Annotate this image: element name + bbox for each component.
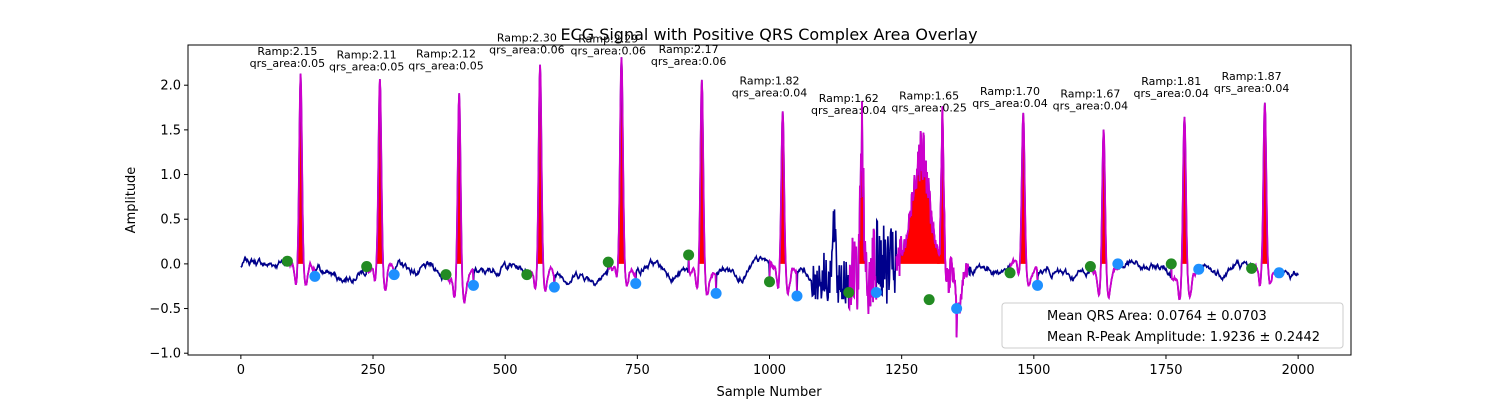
qrs-area-label-12: qrs_area:0.04 <box>1134 87 1209 100</box>
qrs-segment-10 <box>1009 112 1039 287</box>
r-amplitude-label-2: Ramp:2.11 <box>337 48 397 61</box>
qrs-segment-12 <box>1170 116 1200 301</box>
s-point-7 <box>791 290 803 302</box>
q-point-8 <box>843 286 855 298</box>
qrs-area-label-6: qrs_area:0.06 <box>651 55 726 68</box>
r-amplitude-label-7: Ramp:1.82 <box>739 74 799 87</box>
x-tick-label: 1750 <box>1149 363 1182 378</box>
r-amplitude-label-5: Ramp:2.29 <box>578 32 638 45</box>
q-point-2 <box>361 261 373 273</box>
qrs-area-fill-noisy <box>899 131 940 264</box>
s-point-9 <box>951 303 963 315</box>
x-tick-label: 1500 <box>1017 363 1050 378</box>
x-tick-label: 750 <box>625 363 650 378</box>
x-axis: 0 250 500 750 1000 1250 1500 1750 2000 <box>237 355 1315 378</box>
q-point-12 <box>1165 258 1177 270</box>
r-amplitude-label-12: Ramp:1.81 <box>1141 75 1201 88</box>
s-point-1 <box>309 270 321 282</box>
r-amplitude-label-1: Ramp:2.15 <box>257 45 317 58</box>
qrs-area-label-11: qrs_area:0.04 <box>1053 100 1128 113</box>
qrs-area-label-4: qrs_area:0.06 <box>489 43 564 56</box>
q-point-9 <box>923 294 935 306</box>
r-amplitude-label-4: Ramp:2.30 <box>497 31 557 44</box>
q-point-11 <box>1084 261 1096 273</box>
x-tick-label: 250 <box>361 363 386 378</box>
s-point-3 <box>467 279 479 291</box>
y-tick-label: −0.5 <box>149 302 181 317</box>
s-point-10 <box>1032 279 1044 291</box>
s-point-8 <box>870 286 882 298</box>
y-tick-label: 2.0 <box>160 79 181 94</box>
qrs-segment-noisy <box>895 106 970 338</box>
qrs-area-label-10: qrs_area:0.04 <box>972 97 1047 110</box>
plot-area: Ramp:2.15qrs_area:0.05Ramp:2.11qrs_area:… <box>240 31 1299 338</box>
qrs-area-label-8: qrs_area:0.04 <box>811 104 886 117</box>
q-point-13 <box>1246 262 1258 274</box>
x-tick-label: 500 <box>493 363 518 378</box>
q-point-3 <box>440 269 452 281</box>
qrs-area-label-2: qrs_area:0.05 <box>329 60 404 73</box>
q-point-6 <box>683 249 695 261</box>
r-amplitude-label-6: Ramp:2.17 <box>659 43 719 56</box>
x-tick-label: 1000 <box>753 363 786 378</box>
r-amplitude-label-10: Ramp:1.70 <box>980 85 1040 98</box>
q-point-4 <box>521 269 533 281</box>
chart-title: ECG Signal with Positive QRS Complex Are… <box>560 25 977 44</box>
s-point-4 <box>548 281 560 293</box>
qrs-area-label-13: qrs_area:0.04 <box>1214 82 1289 95</box>
x-tick-label: 0 <box>237 363 245 378</box>
qrs-area-label-1: qrs_area:0.05 <box>250 57 325 70</box>
qrs-segment-6 <box>687 79 718 296</box>
x-tick-label: 1250 <box>885 363 918 378</box>
x-axis-label: Sample Number <box>716 385 822 400</box>
r-amplitude-label-3: Ramp:2.12 <box>416 47 476 60</box>
qrs-segment-11 <box>1089 129 1119 301</box>
qrs-area-label-5: qrs_area:0.06 <box>571 44 646 57</box>
legend-entry-qrs-area: Mean QRS Area: 0.0764 ± 0.0703 <box>1047 309 1267 324</box>
y-tick-label: 1.0 <box>160 168 181 183</box>
qrs-segment-5 <box>607 57 637 287</box>
s-point-11 <box>1112 258 1124 270</box>
y-tick-label: 0.0 <box>160 257 181 272</box>
qrs-area-label-9: qrs_area:0.25 <box>891 101 966 114</box>
r-amplitude-label-9: Ramp:1.65 <box>899 89 959 102</box>
legend: Mean QRS Area: 0.0764 ± 0.0703 Mean R-Pe… <box>1001 302 1344 349</box>
legend-box <box>1001 302 1344 349</box>
q-point-10 <box>1004 267 1016 279</box>
r-amplitude-label-8: Ramp:1.62 <box>819 92 879 105</box>
y-axis-label: Amplitude <box>124 167 139 234</box>
qrs-area-label-3: qrs_area:0.05 <box>408 59 483 72</box>
q-point-5 <box>602 256 614 268</box>
qrs-segment-7 <box>768 111 798 297</box>
s-point-5 <box>630 278 642 290</box>
s-point-13 <box>1273 267 1285 279</box>
legend-entry-r-peak: Mean R-Peak Amplitude: 1.9236 ± 0.2442 <box>1047 330 1320 345</box>
r-amplitude-label-11: Ramp:1.67 <box>1060 88 1120 101</box>
qrs-segment-1 <box>286 73 316 286</box>
s-point-2 <box>388 269 400 281</box>
q-point-7 <box>764 276 775 288</box>
y-tick-label: 1.5 <box>160 123 181 138</box>
q-point-1 <box>281 255 293 267</box>
qrs-area-label-7: qrs_area:0.04 <box>732 86 807 99</box>
s-point-12 <box>1193 263 1205 275</box>
r-amplitude-label-13: Ramp:1.87 <box>1222 70 1282 83</box>
y-axis: −1.0 −0.5 0.0 0.5 1.0 1.5 2.0 <box>149 79 188 362</box>
x-tick-label: 2000 <box>1282 363 1315 378</box>
s-point-6 <box>710 287 722 299</box>
y-tick-label: −1.0 <box>149 347 181 362</box>
qrs-segment-3 <box>445 93 475 304</box>
y-tick-label: 0.5 <box>160 213 181 228</box>
